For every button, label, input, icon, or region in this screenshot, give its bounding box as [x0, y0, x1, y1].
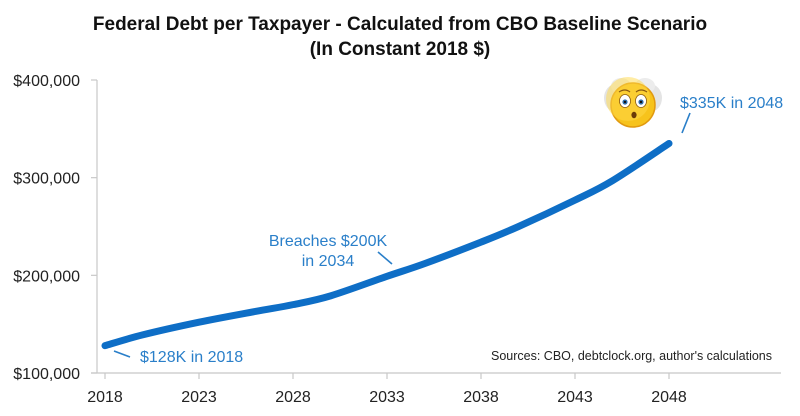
annotation-2034-line2: in 2034 [302, 253, 355, 270]
worried-face-icon [604, 77, 662, 128]
source-note: Sources: CBO, debtclock.org, author's ca… [491, 349, 772, 363]
x-tick-label: 2028 [275, 389, 311, 406]
y-tick-label: $100,000 [13, 366, 80, 383]
chart-title: Federal Debt per Taxpayer - Calculated f… [93, 14, 707, 35]
debt-per-taxpayer-line [101, 139, 673, 350]
annotation-2048: $335K in 2048 [680, 95, 783, 112]
x-tick-label: 2043 [557, 389, 593, 406]
x-tick-label: 2023 [181, 389, 217, 406]
annotation-2018: $128K in 2018 [140, 349, 243, 366]
x-tick-label: 2048 [651, 389, 687, 406]
chart-subtitle: (In Constant 2018 $) [310, 39, 491, 60]
y-tick-label: $300,000 [13, 171, 80, 188]
y-tick-label: $200,000 [13, 268, 80, 285]
axes [91, 80, 781, 374]
y-tick-label: $400,000 [13, 73, 80, 90]
x-tick-label: 2038 [463, 389, 499, 406]
annotation-2018-leader [113, 350, 131, 358]
annotation-2048-leader [681, 112, 691, 134]
x-tick-label: 2018 [87, 389, 123, 406]
annotation-2034-leader [377, 251, 393, 265]
x-tick-label: 2033 [369, 389, 405, 406]
annotation-2034-line1: Breaches $200K [269, 233, 388, 250]
y-ticks: $100,000 $200,000 $300,000 $400,000 [13, 73, 97, 383]
x-ticks: 2018 2023 2028 2033 2038 2043 2048 [87, 373, 687, 406]
